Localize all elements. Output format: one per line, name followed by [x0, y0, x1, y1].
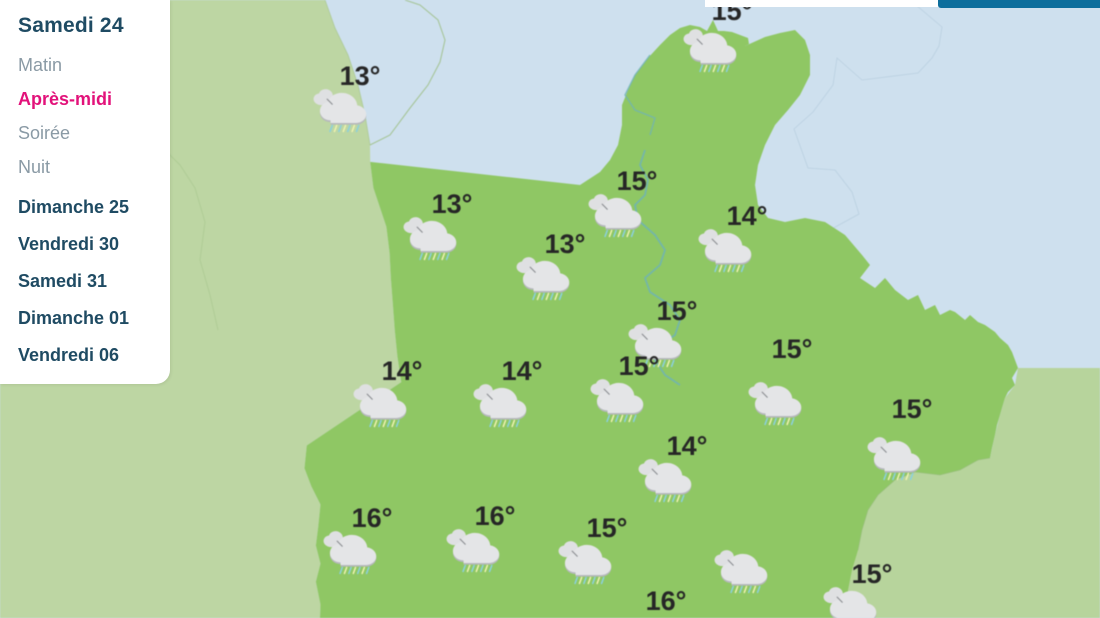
svg-text:15°: 15°: [772, 334, 813, 364]
svg-text:16°: 16°: [352, 503, 393, 533]
svg-text:13°: 13°: [340, 61, 381, 91]
svg-text:13°: 13°: [545, 229, 586, 259]
svg-text:14°: 14°: [667, 431, 708, 461]
svg-text:16°: 16°: [646, 586, 687, 616]
svg-text:15°: 15°: [587, 513, 628, 543]
svg-text:14°: 14°: [502, 356, 543, 386]
svg-text:16°: 16°: [475, 501, 516, 531]
svg-text:14°: 14°: [727, 201, 768, 231]
svg-text:15°: 15°: [657, 296, 698, 326]
svg-text:15°: 15°: [892, 394, 933, 424]
svg-text:15°: 15°: [619, 351, 660, 381]
svg-text:14°: 14°: [382, 356, 423, 386]
svg-text:15°: 15°: [617, 166, 658, 196]
svg-text:15°: 15°: [852, 559, 893, 589]
svg-text:13°: 13°: [432, 189, 473, 219]
